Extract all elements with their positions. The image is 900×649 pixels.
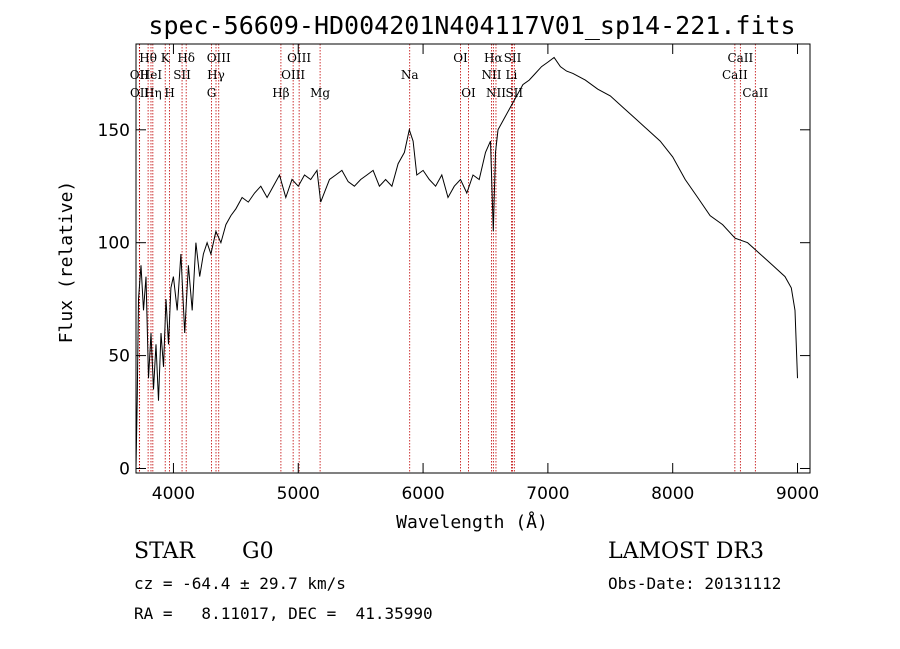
x-tick-label: 6000 bbox=[401, 484, 444, 504]
spectral-line-label: NII bbox=[486, 86, 506, 100]
spectral-line-label: OI bbox=[461, 86, 476, 100]
x-tick-label: 8000 bbox=[651, 484, 694, 504]
spectral-line-label: Hβ bbox=[272, 86, 289, 100]
spectral-line-label: OIII bbox=[287, 51, 311, 65]
spectral-line-label: H bbox=[164, 86, 174, 100]
x-tick-label: 5000 bbox=[277, 484, 320, 504]
spectral-line-label: Hα bbox=[484, 51, 503, 65]
y-axis-label: Flux (relative) bbox=[56, 181, 77, 344]
redshift-cz: cz = -64.4 ± 29.7 km/s bbox=[134, 574, 346, 593]
spectral-line-label: SII bbox=[504, 51, 522, 65]
spectral-line-label: SII bbox=[505, 86, 523, 100]
spectral-line-label: OII bbox=[130, 86, 150, 100]
spectral-line-label: Hγ bbox=[207, 68, 225, 82]
spectral-line-label: Li bbox=[506, 68, 518, 82]
plot-frame bbox=[135, 43, 811, 474]
survey-name: LAMOST DR3 bbox=[608, 539, 764, 564]
x-tick-label: 9000 bbox=[776, 484, 819, 504]
spectral-line-label: OIII bbox=[207, 51, 231, 65]
spectral-line-label: Hδ bbox=[177, 51, 195, 65]
spectral-line-label: HeI bbox=[140, 68, 163, 82]
spectral-line-label: CaII bbox=[727, 51, 753, 65]
spectral-subclass: G0 bbox=[242, 539, 274, 564]
spectral-line-label: NII bbox=[481, 68, 501, 82]
x-axis-label: Wavelength (Å) bbox=[396, 511, 548, 533]
x-tick-label: 7000 bbox=[526, 484, 569, 504]
y-tick-label: 100 bbox=[98, 234, 130, 254]
y-tick-label: 50 bbox=[108, 347, 130, 367]
object-class: STAR bbox=[134, 539, 195, 564]
spectral-line-label: Na bbox=[401, 68, 419, 82]
spectral-line-label: OIII bbox=[281, 68, 305, 82]
spectral-line-label: K bbox=[161, 51, 171, 65]
axis-ticks: 4000 5000 6000 7000 8000 9000 0 50 100 150 bbox=[98, 44, 819, 504]
spectral-line-label: G bbox=[207, 86, 217, 100]
observation-date: Obs-Date: 20131112 bbox=[608, 574, 782, 593]
spectral-line-label: OII bbox=[130, 68, 150, 82]
y-tick-label: 0 bbox=[119, 459, 130, 479]
y-tick-label: 150 bbox=[98, 121, 130, 141]
spectral-line-markers bbox=[138, 44, 756, 473]
spectral-line-label: Mg bbox=[310, 86, 330, 100]
spectral-line-label: Hη bbox=[144, 86, 162, 100]
spectral-line-label: SII bbox=[173, 68, 191, 82]
spectral-line-label: OI bbox=[453, 51, 468, 65]
x-tick-label: 4000 bbox=[152, 484, 195, 504]
spectral-line-label: CaII bbox=[742, 86, 768, 100]
spectral-line-label: Hθ bbox=[139, 51, 157, 65]
chart-title: spec-56609-HD004201N404117V01_sp14-221.f… bbox=[148, 11, 795, 40]
spectral-line-labels: OII OII Hθ HeI Hη K H SII Hδ OIII Hγ G Hβ OIII OIII Mg N… bbox=[130, 51, 769, 100]
ra-dec: RA = 8.11017, DEC = 41.35990 bbox=[134, 604, 433, 623]
spectrum-series-line bbox=[135, 56, 798, 469]
spectral-line-label: CaII bbox=[722, 68, 748, 82]
